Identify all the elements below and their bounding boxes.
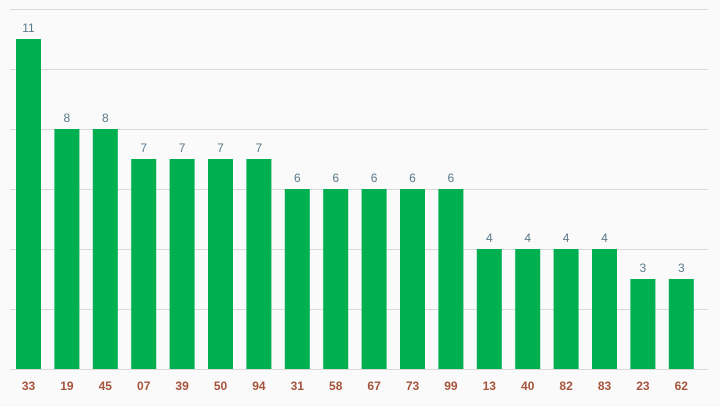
bar-33 [16, 39, 41, 369]
value-label-94: 7 [256, 141, 263, 155]
value-label-40: 4 [524, 231, 531, 245]
value-label-73: 6 [409, 171, 416, 185]
bar-45 [92, 129, 118, 369]
bar-67 [361, 189, 387, 369]
bar-83 [592, 249, 617, 369]
bar-50 [208, 159, 233, 369]
value-label-39: 7 [179, 141, 186, 155]
bar-40 [515, 249, 541, 369]
bars [16, 39, 694, 369]
bar-82 [553, 249, 579, 369]
category-labels: 33 19 45 07 39 50 94 31 58 67 73 99 13 40 82 83 23 62 [22, 379, 688, 393]
category-label-62: 62 [675, 379, 689, 393]
category-label-40: 40 [521, 379, 535, 393]
category-label-99: 99 [444, 379, 458, 393]
bar-99 [438, 189, 464, 369]
category-label-19: 19 [60, 379, 74, 393]
category-label-94: 94 [252, 379, 266, 393]
category-label-39: 39 [175, 379, 189, 393]
bar-23 [630, 279, 656, 369]
bar-39 [169, 159, 195, 369]
value-label-31: 6 [294, 171, 301, 185]
bar-13 [476, 249, 502, 369]
bar-58 [323, 189, 349, 369]
value-label-13: 4 [486, 231, 493, 245]
category-label-50: 50 [214, 379, 228, 393]
category-label-23: 23 [636, 379, 650, 393]
value-labels: 11 8 8 7 7 7 7 6 6 6 6 6 4 4 4 4 3 3 [22, 21, 685, 275]
bar-62 [668, 279, 694, 369]
value-label-83: 4 [601, 231, 608, 245]
value-label-33: 11 [22, 21, 35, 35]
bar-73 [400, 189, 425, 369]
value-label-99: 6 [448, 171, 455, 185]
bar-07 [131, 159, 157, 369]
category-label-73: 73 [406, 379, 420, 393]
value-label-62: 3 [678, 261, 685, 275]
category-label-31: 31 [291, 379, 305, 393]
category-label-33: 33 [22, 379, 36, 393]
value-label-50: 7 [217, 141, 224, 155]
value-label-19: 8 [64, 111, 71, 125]
category-label-67: 67 [367, 379, 381, 393]
value-label-23: 3 [640, 261, 647, 275]
value-label-45: 8 [102, 111, 109, 125]
bar-31 [284, 189, 310, 369]
value-label-07: 7 [140, 141, 147, 155]
value-label-58: 6 [332, 171, 339, 185]
bar-94 [246, 159, 272, 369]
category-label-07: 07 [137, 379, 151, 393]
category-label-13: 13 [483, 379, 497, 393]
category-label-45: 45 [99, 379, 113, 393]
category-label-82: 82 [559, 379, 573, 393]
value-label-82: 4 [563, 231, 570, 245]
category-label-83: 83 [598, 379, 612, 393]
bar-19 [54, 129, 80, 369]
value-label-67: 6 [371, 171, 378, 185]
category-label-58: 58 [329, 379, 343, 393]
grid-lines [10, 9, 708, 370]
